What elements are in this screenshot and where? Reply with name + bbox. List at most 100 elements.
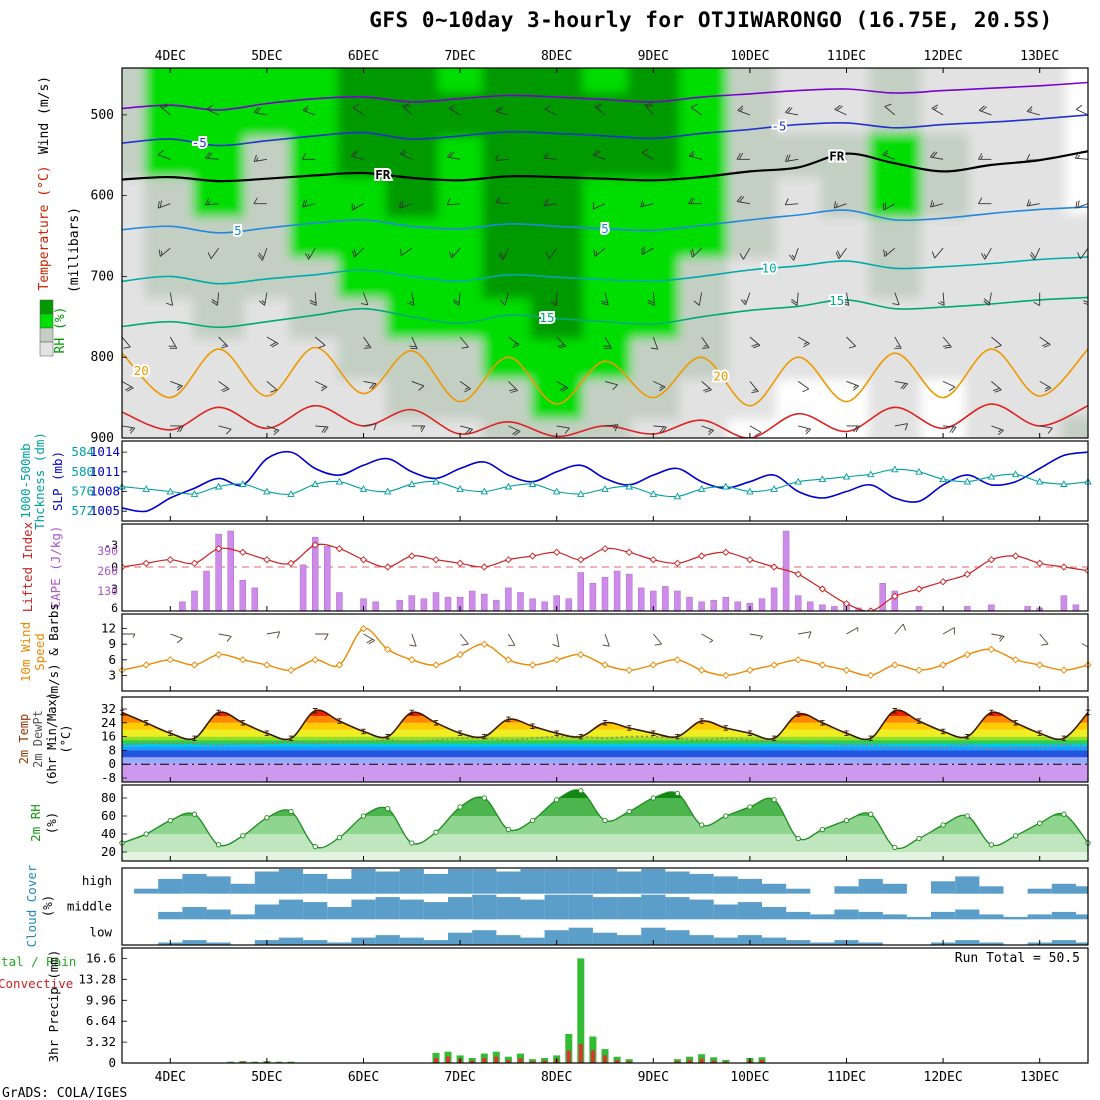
rh-cell [192,375,245,420]
cloud-block [472,869,497,894]
cloud-block [448,932,473,945]
wind-barb [409,633,417,647]
contour-label: 15 [539,310,554,325]
rh-cell [579,68,631,97]
rh-cell [627,254,680,299]
cloud-block [544,869,569,894]
contour-label: 10 [762,260,777,275]
cloud-block [399,869,424,894]
rh2m-marker [554,797,560,803]
wind-barb [253,106,267,116]
cloud-block [858,942,883,945]
cloud-block [665,930,690,945]
cape-bar [408,595,416,611]
rh-cell [868,335,921,380]
rh-cell [385,173,438,218]
wind-barb [399,200,412,209]
rh-legend-swatch [39,299,54,315]
cape-bar [686,596,693,611]
wind-barb [1039,633,1049,646]
cape-bar [420,598,428,611]
rh-cell [144,173,197,218]
rh-cell [1013,254,1066,299]
cloud-block [351,869,376,894]
temp2m-panel-frame [121,696,1089,783]
wind10-tick-label: 6 [108,652,116,667]
cloud-block [158,878,183,894]
cloud-block [689,873,714,894]
p2-ticks [169,516,1041,521]
cape-bar [964,606,971,611]
cloud-block [182,873,207,894]
cloud-block [278,937,304,945]
precip-total-bar [722,1059,730,1064]
ylabel-thickness-2: Thckness (dm) [32,432,47,530]
rh-cell [530,375,583,420]
wind-barb [943,425,957,433]
ylabel-cloud-cover: Cloud Cover [24,864,39,947]
cloud-block [665,897,690,920]
precip-total-bar [504,1056,512,1063]
wind-barb [411,425,426,433]
precip-total-bar [589,1036,597,1063]
cloud-block [423,940,449,945]
wind-barb [315,380,328,392]
rh-cell [675,68,728,97]
rh-cell [530,416,583,438]
thickness-tick-label: 572 [71,503,94,518]
rh-cell [723,335,776,380]
rh2m-marker [288,808,294,815]
rh-cell [240,254,293,299]
rh-cell [337,173,390,218]
wind-barb [1083,292,1088,306]
rh-cell [122,375,148,420]
wind-barb [459,336,469,349]
wind-barb [207,247,219,260]
rh-cell [289,294,342,339]
rh-cell [289,173,342,218]
wind-barb [653,425,667,433]
cape-bar [481,593,488,611]
wind-barb [459,381,471,393]
contour-label: -5 [192,135,207,150]
li-tick-label: -3 [104,538,118,552]
rh-cell [192,133,245,178]
rh-cell [965,133,1018,178]
wind-barb [1026,153,1040,161]
date-label-top: 5DEC [251,49,282,64]
wind-barb [158,247,171,257]
rh-cell [144,335,197,380]
wind-barb [842,292,850,306]
wind-barb [798,631,812,639]
rh-cell [530,173,583,218]
run-total-label: Run Total = 50.5 [955,951,1080,966]
rh-cell [482,375,535,420]
wind-barb [122,336,131,349]
cloud-block [617,935,642,945]
wind10-ticks [122,628,127,676]
wind-barb [550,292,558,306]
rh-cell [1062,254,1088,299]
cloud-block [786,911,811,920]
p6-ticks [169,856,1041,861]
rh-legend [39,299,54,357]
wind-barb [266,381,278,393]
cloud-block [1003,916,1028,920]
chart-title: GFS 0~10day 3-hourly for OTJIWARONGO (16… [369,8,1053,32]
cape-bar [299,564,307,611]
wind-barb [644,103,654,116]
wind-barb [602,633,610,647]
rh2m-marker [457,804,463,810]
cloud-block [351,899,376,920]
rh-cell [1013,335,1066,380]
cloud-block [979,942,1004,945]
cloud-block [592,897,618,920]
cloud-block [592,932,618,945]
contour-label: -5 [771,119,786,134]
rh2m-marker [505,826,512,833]
grads-credit: GrADS: COLA/IGES [2,1086,128,1100]
date-label-bottom: 5DEC [251,1070,282,1085]
rh-cell [772,254,825,299]
wind-barb [218,336,229,349]
date-label-bottom: 12DEC [924,1070,963,1085]
